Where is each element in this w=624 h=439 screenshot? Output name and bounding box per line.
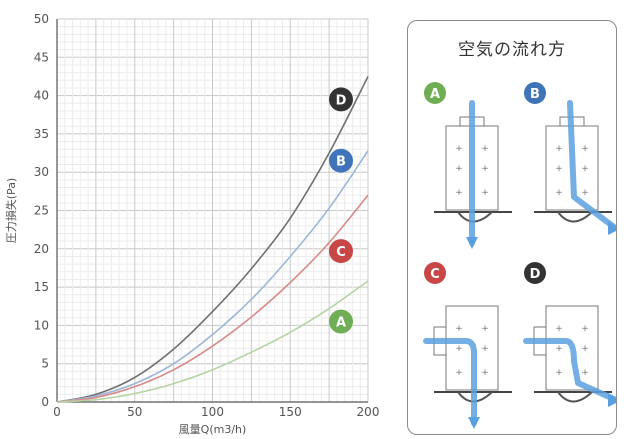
sensor-mark: + bbox=[455, 368, 463, 378]
y-tick-label: 45 bbox=[34, 50, 49, 64]
x-tick-label: 150 bbox=[279, 405, 302, 419]
diagram-badge bbox=[424, 262, 446, 284]
sensor-mark: + bbox=[481, 188, 489, 198]
airflow-arrowhead bbox=[608, 393, 616, 407]
y-tick-label: 40 bbox=[34, 89, 49, 103]
series-line-b bbox=[56, 150, 369, 403]
series-badge-c bbox=[329, 239, 353, 264]
series-line-a bbox=[56, 280, 369, 403]
airflow-arrow bbox=[567, 100, 616, 230]
airflow-diagram-b: B + + + + + + bbox=[524, 82, 616, 235]
airflow-arrow bbox=[423, 338, 477, 426]
series-badge-label: B bbox=[336, 155, 346, 170]
sensor-mark: + bbox=[481, 368, 489, 378]
sensor-mark: + bbox=[581, 324, 589, 334]
y-tick-label: 5 bbox=[41, 357, 49, 371]
y-tick-label: 20 bbox=[34, 242, 49, 256]
x-tick-label: 100 bbox=[201, 405, 224, 419]
sensor-mark: + bbox=[481, 324, 489, 334]
x-tick-label: 200 bbox=[357, 405, 380, 419]
sensor-mark: + bbox=[481, 164, 489, 174]
chart-axes bbox=[56, 19, 368, 403]
sensor-mark: + bbox=[555, 188, 563, 198]
sensor-mark: + bbox=[581, 188, 589, 198]
sensor-mark: + bbox=[455, 144, 463, 154]
sensor-mark: + bbox=[581, 368, 589, 378]
diagram-badge bbox=[424, 82, 446, 104]
chart-tick-labels: 0 5 10 15 20 25 30 35 40 45 50 0 50 100 150 200 bbox=[34, 12, 380, 419]
airflow-diagrams: A + + + + + + B + + + + + + C + + + + + + D + + + + + + bbox=[423, 82, 616, 429]
airflow-arrowhead bbox=[608, 221, 616, 235]
x-axis-label: 風量Q(m3/h) bbox=[179, 423, 247, 436]
y-axis-label: 圧力損失(Pa) bbox=[4, 178, 18, 243]
sensor-mark: + bbox=[555, 324, 563, 334]
sensor-mark: + bbox=[581, 344, 589, 354]
airflow-arrowhead bbox=[466, 237, 478, 249]
series-badge-label: A bbox=[336, 316, 346, 331]
airflow-diagram-d: D + + + + + + bbox=[523, 262, 616, 407]
sensor-mark: + bbox=[481, 344, 489, 354]
airflow-diagram-c: C + + + + + + bbox=[423, 262, 512, 429]
y-tick-label: 15 bbox=[34, 280, 49, 294]
y-tick-label: 50 bbox=[34, 12, 49, 26]
y-tick-label: 35 bbox=[34, 127, 49, 141]
airflow-panel: 空気の流れ方 A + + + + + + B + + + + + + C + + + + + + D + + + + + + bbox=[407, 20, 617, 435]
chart-series-lines bbox=[56, 76, 369, 403]
diagram-badge-label: C bbox=[430, 267, 440, 282]
damper-curve bbox=[557, 211, 593, 223]
series-badge-b bbox=[329, 148, 353, 173]
sensor-mark: + bbox=[455, 164, 463, 174]
sensor-mark: + bbox=[455, 324, 463, 334]
sensor-mark: + bbox=[555, 344, 563, 354]
diagram-badge-label: B bbox=[530, 87, 540, 102]
sensor-mark: + bbox=[555, 164, 563, 174]
diagram-badge-label: A bbox=[430, 87, 440, 102]
sensor-mark: + bbox=[555, 368, 563, 378]
x-tick-label: 50 bbox=[127, 405, 142, 419]
series-badge-d bbox=[329, 87, 353, 112]
sensor-mark: + bbox=[581, 164, 589, 174]
sensor-mark: + bbox=[455, 188, 463, 198]
sensor-mark: + bbox=[481, 144, 489, 154]
diagram-badge bbox=[524, 262, 546, 284]
airflow-diagram-a: A + + + + + + bbox=[424, 82, 512, 249]
pressure-loss-chart: 0 5 10 15 20 25 30 35 40 45 50 0 50 100 150 200 D B C A 圧力… bbox=[4, 12, 380, 436]
y-tick-label: 30 bbox=[34, 165, 49, 179]
airflow-arrowhead bbox=[468, 417, 480, 429]
damper-curve bbox=[557, 391, 593, 403]
diagram-badge-label: D bbox=[530, 267, 541, 282]
series-badge-label: D bbox=[336, 93, 347, 108]
series-badge-label: C bbox=[336, 245, 346, 260]
chart-grid bbox=[56, 18, 369, 403]
y-tick-label: 25 bbox=[34, 204, 49, 218]
sensor-mark: + bbox=[581, 144, 589, 154]
airflow-arrow bbox=[523, 338, 616, 402]
sensor-mark: + bbox=[555, 144, 563, 154]
series-line-d bbox=[56, 76, 369, 403]
diagram-badge bbox=[524, 82, 546, 104]
series-badge-a bbox=[329, 309, 353, 334]
series-badges: D B C A bbox=[329, 87, 353, 334]
series-line-c bbox=[56, 194, 369, 403]
sensor-mark: + bbox=[455, 344, 463, 354]
y-tick-label: 0 bbox=[41, 395, 49, 409]
panel-title: 空気の流れ方 bbox=[458, 40, 566, 60]
y-tick-label: 10 bbox=[34, 318, 49, 332]
x-tick-label: 0 bbox=[53, 405, 61, 419]
